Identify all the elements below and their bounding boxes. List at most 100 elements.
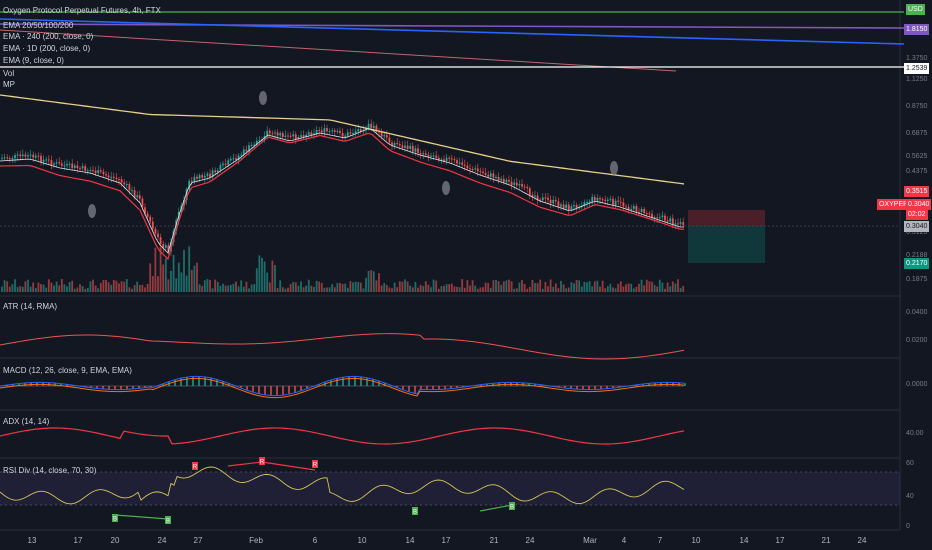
candle: [651, 213, 653, 218]
volume-bar: [489, 287, 492, 292]
price-tick: 1.3750: [906, 55, 928, 62]
candle: [601, 199, 604, 201]
volume-bar: [528, 286, 531, 292]
candle: [541, 197, 544, 201]
volume-bar: [29, 286, 32, 292]
volume-bar: [190, 269, 193, 292]
volume-bar: [253, 284, 256, 292]
candle: [235, 158, 237, 161]
volume-bar: [279, 280, 282, 292]
candle: [583, 202, 586, 206]
time-tick: 7: [657, 536, 663, 545]
candle: [432, 155, 435, 157]
candle: [323, 128, 326, 133]
event-marker: [610, 161, 618, 175]
volume-bar: [534, 283, 536, 292]
macd-histogram-bar: [318, 384, 320, 386]
volume-bar: [73, 288, 76, 292]
time-tick: 10: [357, 536, 367, 545]
macd-histogram-bar: [594, 386, 596, 390]
price-tick: 0.1875: [906, 276, 928, 283]
rsi-bull-tag-label: B: [113, 517, 117, 523]
time-tick: 24: [857, 536, 867, 545]
volume-bar: [466, 280, 469, 292]
ema-legend-4[interactable]: EMA (9, close, 0): [3, 56, 64, 65]
candle: [388, 137, 391, 143]
volume-bar: [1, 286, 3, 292]
candle: [617, 200, 620, 202]
macd-histogram-bar: [426, 386, 428, 390]
volume-bar: [284, 288, 287, 292]
candle: [385, 135, 388, 138]
volume-bar: [162, 264, 165, 292]
candle: [276, 132, 279, 136]
candle: [479, 171, 482, 173]
rsi-legend[interactable]: RSI Div (14, close, 70, 30): [3, 466, 97, 475]
purple-trend-line: [0, 23, 905, 29]
rsi-bull-tag-label: B: [510, 505, 514, 511]
macd-histogram-bar: [576, 386, 578, 390]
volume-bar: [37, 282, 40, 292]
ema-legend-3[interactable]: EMA · 1D (200, close, 0): [3, 44, 91, 53]
adx-legend[interactable]: ADX (14, 14): [3, 417, 50, 426]
volume-bar: [580, 286, 583, 292]
volume-bar: [125, 279, 128, 292]
candle: [81, 166, 84, 169]
candle: [573, 205, 575, 207]
volume-bar: [385, 284, 388, 292]
macd-histogram-bar: [450, 386, 452, 389]
volume-bar: [310, 285, 313, 292]
volume-bar: [19, 286, 22, 292]
volume-legend[interactable]: Vol: [3, 69, 15, 78]
volume-bar: [674, 283, 677, 292]
volume-bar: [396, 287, 399, 292]
candle: [258, 140, 261, 142]
candle: [123, 182, 126, 185]
ema-legend-2[interactable]: EMA · 240 (200, close, 0): [3, 32, 94, 41]
volume-bar: [656, 286, 659, 292]
candle: [606, 199, 609, 202]
atr-legend[interactable]: ATR (14, RMA): [3, 302, 58, 311]
volume-bar: [664, 288, 666, 292]
candle: [560, 204, 562, 207]
macd-histogram-bar: [162, 384, 164, 386]
candle: [58, 162, 61, 164]
rsi-bear-tag: [312, 460, 318, 468]
macd-histogram-bar: [288, 386, 290, 395]
macd-line: [0, 375, 685, 397]
candle: [604, 199, 607, 202]
time-tick: 17: [73, 536, 83, 545]
volume-bar: [461, 279, 464, 292]
candle: [216, 170, 219, 173]
candle: [658, 217, 661, 219]
candle: [53, 163, 55, 165]
macd-histogram-bar: [570, 386, 572, 389]
candle: [320, 130, 323, 133]
price-tick: 0.4375: [906, 168, 928, 175]
macd-legend[interactable]: MACD (12, 26, close, 9, EMA, EMA): [3, 366, 132, 375]
candle: [664, 215, 666, 221]
ema-legend-1[interactable]: EMA 20/50/100/200: [3, 21, 74, 30]
rsi-tick: 40: [906, 493, 914, 500]
volume-bar: [318, 281, 321, 292]
volume-bar: [609, 283, 612, 292]
volume-bar: [21, 286, 24, 292]
candle: [19, 154, 22, 157]
volume-bar: [248, 288, 250, 292]
candle: [266, 130, 269, 136]
price-tick: 0.5625: [906, 153, 928, 160]
macd-histogram-bar: [282, 386, 284, 396]
volume-bar: [112, 279, 115, 292]
rsi-bull-tag: [509, 502, 515, 510]
candle: [682, 222, 685, 226]
rsi-bull-tag: [112, 514, 118, 522]
candle: [552, 199, 555, 204]
volume-bar: [653, 284, 656, 292]
volume-bar: [651, 281, 653, 292]
candle: [6, 157, 9, 159]
macd-histogram-bar: [96, 386, 98, 389]
mp-legend[interactable]: MP: [3, 80, 15, 89]
candle: [107, 175, 110, 178]
macd-signal-line: [0, 377, 685, 399]
